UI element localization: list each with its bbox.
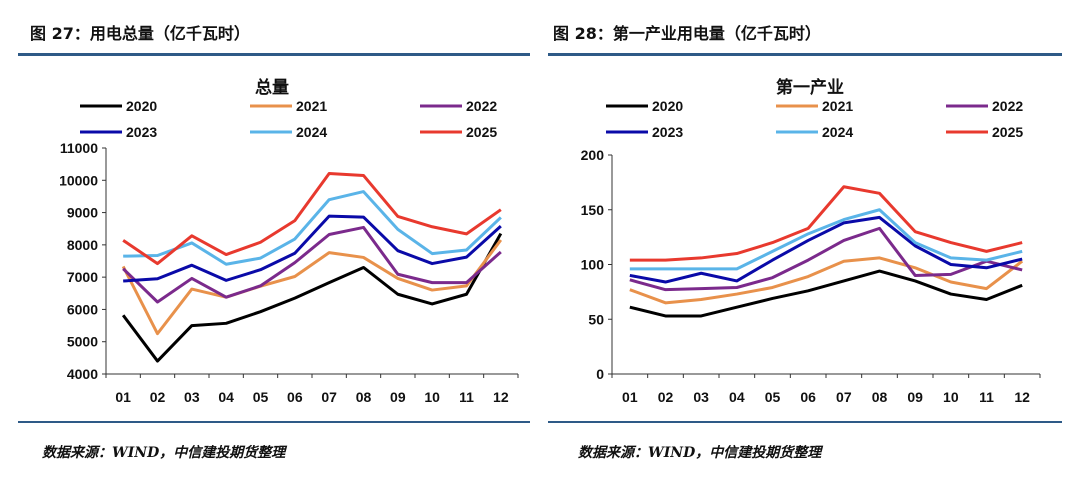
x-tick-label: 03 [693,389,709,405]
header-rule [18,53,530,56]
series-line-2021 [629,256,1024,305]
legend-label-2020: 2020 [652,98,683,114]
footer-rule [18,421,530,423]
series-line-2024 [123,190,502,266]
y-tick-label: 200 [581,147,605,163]
legend-label-2021: 2021 [296,98,327,114]
legend-label-2025: 2025 [992,124,1023,140]
legend-label-2020: 2020 [126,98,157,114]
legend-label-2022: 2022 [466,98,497,114]
x-tick-label: 04 [218,389,234,405]
figure-title-27: 图 27：用电总量（亿千瓦时） [30,24,250,43]
x-tick-label: 09 [907,389,923,405]
x-tick-label: 10 [424,389,440,405]
chart-title: 总量 [255,77,289,97]
series-line-2022 [629,226,1023,292]
y-tick-label: 6000 [67,301,98,317]
y-tick-label: 5000 [67,334,98,350]
x-tick-label: 09 [390,389,406,405]
y-tick-label: 50 [588,311,604,327]
x-tick-label: 07 [836,389,852,405]
y-tick-label: 0 [596,366,604,382]
x-tick-label: 04 [729,389,745,405]
y-tick-label: 7000 [67,269,98,285]
x-tick-label: 10 [943,389,959,405]
chart-title: 第一产业 [776,77,844,97]
header-rule [548,53,1062,56]
x-tick-label: 08 [872,389,888,405]
x-tick-label: 05 [253,389,269,405]
source-note: 数据来源：WIND，中信建投期货整理 [578,445,822,461]
legend-label-2021: 2021 [822,98,853,114]
y-tick-label: 8000 [67,237,98,253]
series-line-2020 [121,232,503,363]
source-note: 数据来源：WIND，中信建投期货整理 [42,445,286,461]
x-tick-label: 08 [356,389,372,405]
x-tick-label: 02 [150,389,166,405]
x-tick-label: 01 [115,389,131,405]
series-line-2021 [121,239,503,336]
series-line-2023 [629,215,1023,284]
chart-total: 总量 2020 2021 2022 2023 2024 2025 4000 5000 6000 70… [59,77,519,405]
x-tick-label: 01 [622,389,638,405]
x-tick-label: 07 [321,389,337,405]
x-tick-label: 05 [765,389,781,405]
series-line-2022 [122,225,502,304]
series-line-2025 [629,185,1023,262]
y-tick-label: 4000 [67,366,98,382]
y-tick-label: 100 [581,257,605,273]
y-tick-label: 10000 [59,172,98,188]
legend-label-2024: 2024 [296,124,327,140]
x-tick-label: 12 [493,389,509,405]
x-tick-label: 11 [979,389,994,405]
series-line-2020 [629,269,1023,318]
series-line-2025 [122,172,502,266]
legend-label-2023: 2023 [652,124,683,140]
legend-label-2025: 2025 [466,124,497,140]
x-tick-label: 06 [287,389,303,405]
figure-title-28: 图 28：第一产业用电量（亿千瓦时） [553,24,821,43]
y-tick-label: 9000 [67,205,98,221]
x-tick-label: 12 [1014,389,1030,405]
series-line-2023 [123,214,502,283]
x-tick-label: 11 [459,389,474,405]
legend-label-2024: 2024 [822,124,853,140]
y-tick-label: 150 [581,202,605,218]
footer-rule [548,421,1062,423]
x-tick-label: 03 [184,389,200,405]
legend-label-2023: 2023 [126,124,157,140]
legend-label-2022: 2022 [992,98,1023,114]
x-tick-label: 06 [800,389,816,405]
series-line-2024 [629,208,1023,271]
x-tick-label: 02 [658,389,674,405]
y-tick-label: 11000 [60,140,98,156]
